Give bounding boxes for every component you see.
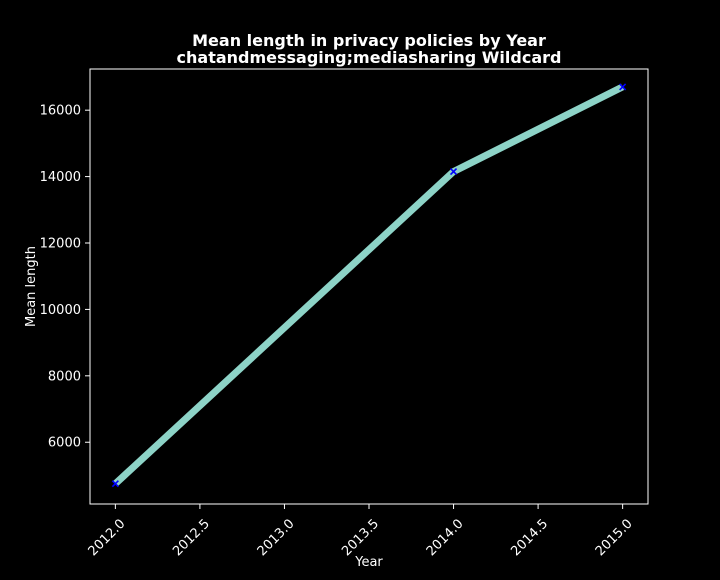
x-tick-label: 2014.0	[424, 516, 467, 559]
series-line	[113, 83, 625, 487]
x-tick-label: 2012.5	[170, 516, 213, 559]
x-axis-label: Year	[354, 555, 383, 570]
y-tick-label: 12000	[40, 237, 81, 252]
chart-title: Mean length in privacy policies by Year	[192, 31, 546, 50]
x-tick-label: 2014.5	[508, 516, 551, 559]
y-tick-label: 8000	[48, 369, 81, 384]
y-tick-label: 6000	[48, 436, 81, 451]
y-tick-label: 14000	[40, 170, 81, 185]
y-tick-label: 16000	[40, 104, 81, 119]
y-axis-label: Mean length	[24, 246, 39, 327]
x-axis-ticks: 2012.0 2012.5 2013.0 2013.5 2014.0 2014.5 2015…	[86, 504, 636, 559]
data-series	[111, 83, 627, 488]
data-point-marker	[111, 480, 119, 488]
data-point-marker	[449, 168, 458, 176]
x-tick-label: 2013.0	[255, 516, 298, 559]
y-tick-label: 10000	[40, 303, 81, 318]
plot-area-frame	[89, 68, 649, 505]
y-axis-ticks: 6000 8000 10000 12000 14000 16000	[40, 104, 90, 451]
x-tick-label: 2012.0	[86, 516, 129, 559]
data-point-marker	[619, 83, 627, 91]
x-tick-label: 2015.0	[593, 516, 636, 559]
chart-subtitle: chatandmessaging;mediasharing Wildcard	[177, 48, 562, 67]
x-tick-label: 2013.5	[339, 516, 382, 559]
